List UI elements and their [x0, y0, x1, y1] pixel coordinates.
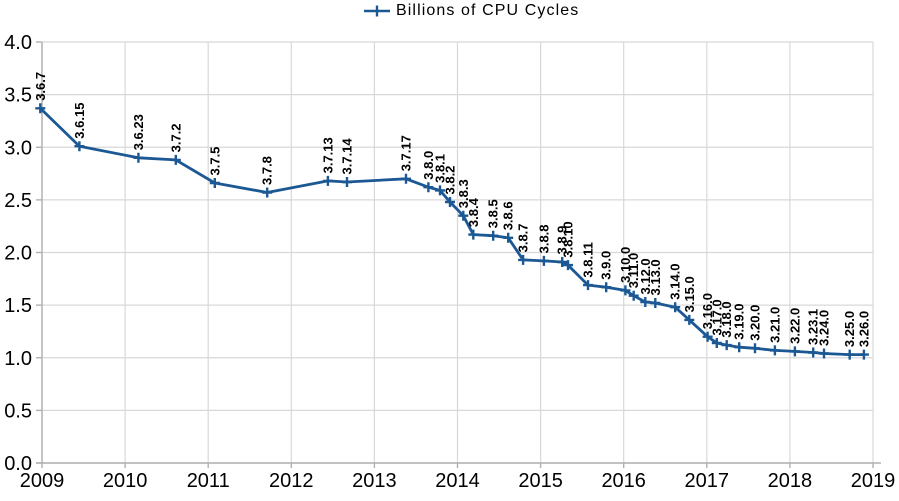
data-point-label: 3.25.0: [842, 311, 857, 347]
x-tick-label: 2011: [187, 470, 230, 492]
data-point-label: 3.8.5: [486, 199, 501, 228]
data-point-label: 3.8.1: [433, 154, 448, 183]
data-point-label: 3.15.0: [682, 276, 697, 312]
data-point-label: 3.7.13: [320, 137, 335, 173]
data-point-label: 3.8.6: [501, 201, 516, 230]
x-tick-label: 2017: [685, 470, 730, 492]
legend-line-marker-icon: [364, 5, 390, 17]
data-point-label: 3.9.0: [599, 251, 614, 280]
data-point-label: 3.8.3: [456, 179, 471, 208]
data-point-label: 3.12.0: [638, 258, 653, 294]
data-point-label: 3.7.8: [260, 156, 275, 185]
data-point-label: 3.7.17: [399, 135, 414, 171]
data-point-label: 3.8.11: [581, 242, 596, 277]
data-point-label: 3.6.7: [33, 72, 48, 101]
y-tick-label: 2.5: [4, 190, 32, 212]
data-point-label: 3.8.4: [466, 197, 481, 227]
data-point-label: 3.17.0: [709, 299, 724, 335]
data-point-label: 3.6.23: [131, 114, 146, 150]
y-tick-label: 0.5: [4, 400, 32, 422]
data-point-label: 3.7.2: [168, 123, 183, 152]
y-tick-label: 1.5: [4, 295, 32, 317]
data-point-label: 3.8.8: [536, 224, 551, 253]
data-point-label: 3.10.0: [618, 247, 633, 283]
legend-label: Billions of CPU Cycles: [396, 2, 580, 19]
data-point-label: 3.8.7: [516, 223, 531, 252]
y-tick-label: 2.0: [4, 243, 32, 265]
data-point-label: 3.21.0: [767, 307, 782, 343]
data-point-label: 3.8.0: [421, 151, 436, 180]
data-point-label: 3.6.15: [72, 103, 87, 139]
data-point-label: 3.13.0: [648, 259, 663, 295]
y-tick-label: 3.5: [4, 85, 32, 107]
x-tick-label: 2010: [103, 470, 148, 492]
data-point-markers: [35, 103, 869, 360]
data-point-label: 3.19.0: [732, 304, 747, 340]
data-point-label: 3.14.0: [668, 264, 683, 300]
x-tick-label: 2015: [518, 470, 563, 492]
y-tick-label: 1.0: [4, 348, 32, 370]
x-tick-label: 2016: [601, 470, 646, 492]
y-tick-label: 0.0: [4, 453, 32, 475]
data-point-label: 3.8.9: [555, 226, 570, 255]
data-point-label: 3.16.0: [700, 293, 715, 329]
data-point-label: 3.24.0: [817, 310, 832, 346]
x-tick-label: 2013: [352, 470, 397, 492]
x-tick-label: 2012: [269, 470, 314, 492]
data-point-label: 3.7.14: [340, 138, 355, 175]
x-tick-label: 2009: [20, 470, 65, 492]
y-tick-label: 4.0: [4, 32, 32, 54]
data-point-label: 3.7.5: [207, 147, 222, 176]
data-point-label: 3.18.0: [719, 301, 734, 337]
x-tick-label: 2014: [435, 470, 480, 492]
data-point-label: 3.26.0: [856, 311, 871, 347]
data-point-label: 3.8.2: [443, 166, 458, 195]
x-tick-label: 2019: [851, 470, 896, 492]
data-point-label: 3.8.10: [561, 221, 576, 257]
data-point-label: 3.23.1: [806, 309, 821, 345]
data-point-label: 3.22.0: [787, 308, 802, 344]
y-tick-label: 3.0: [4, 137, 32, 159]
x-tick-label: 2018: [768, 470, 813, 492]
chart-legend: Billions of CPU Cycles: [363, 3, 579, 19]
data-point-label: 3.20.0: [748, 305, 763, 341]
data-point-label: 3.11.0: [626, 253, 641, 288]
